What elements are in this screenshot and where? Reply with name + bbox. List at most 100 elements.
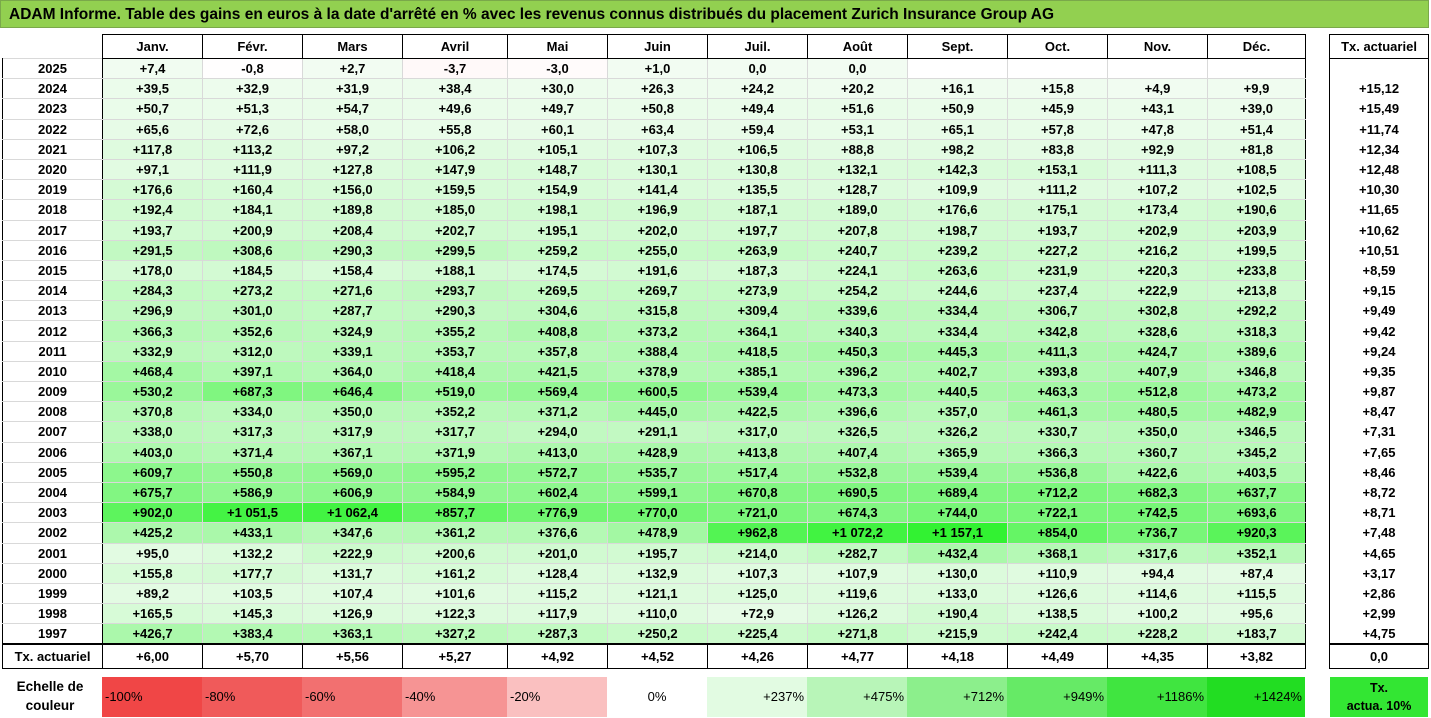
gain-cell: +220,3 bbox=[1107, 259, 1208, 282]
page-title: ADAM Informe. Table des gains en euros à… bbox=[0, 0, 1429, 28]
gain-cell: +353,7 bbox=[402, 340, 508, 362]
month-header: Déc. bbox=[1207, 34, 1306, 59]
actuarial-row: +4,75 bbox=[1329, 623, 1429, 645]
gain-cell: +191,6 bbox=[607, 259, 708, 282]
gain-cell: +156,0 bbox=[302, 179, 403, 201]
gain-cell: +222,9 bbox=[302, 542, 403, 564]
gain-cell: +189,8 bbox=[302, 199, 403, 221]
gain-cell: +45,9 bbox=[1007, 98, 1108, 120]
gain-cell: +539,4 bbox=[907, 461, 1008, 483]
gain-cell: +327,2 bbox=[402, 623, 508, 645]
color-scale-step: -40% bbox=[402, 677, 507, 717]
gain-cell: +158,4 bbox=[302, 259, 403, 282]
gain-cell: +228,2 bbox=[1107, 623, 1208, 645]
gain-cell: +50,7 bbox=[102, 98, 203, 120]
gain-cell: +110,0 bbox=[607, 603, 708, 625]
color-scale-step: +949% bbox=[1007, 677, 1107, 717]
gain-cell: +347,6 bbox=[302, 522, 403, 544]
month-header: Mai bbox=[507, 34, 608, 59]
month-header: Juil. bbox=[707, 34, 808, 59]
gain-cell: +101,6 bbox=[402, 582, 508, 605]
color-scale-step: 0% bbox=[607, 677, 707, 717]
gain-cell: +517,4 bbox=[707, 461, 808, 483]
gain-cell: +339,6 bbox=[807, 300, 908, 322]
actuarial-row: +9,87 bbox=[1329, 381, 1429, 402]
gain-cell: +269,7 bbox=[607, 280, 708, 302]
gain-cell: +49,6 bbox=[402, 98, 508, 120]
month-header: Oct. bbox=[1007, 34, 1108, 59]
gain-cell: +233,8 bbox=[1207, 259, 1306, 282]
gain-cell: +47,8 bbox=[1107, 118, 1208, 140]
gain-cell: +721,0 bbox=[707, 502, 808, 524]
gain-cell: +184,5 bbox=[202, 259, 303, 282]
gain-cell: 0,0 bbox=[807, 57, 908, 80]
gain-cell: +368,1 bbox=[1007, 542, 1108, 564]
gain-cell: +59,4 bbox=[707, 118, 808, 140]
gain-cell: +371,2 bbox=[507, 401, 608, 423]
actuarial-rate-cell: +8,47 bbox=[1329, 401, 1429, 422]
gain-cell: +293,7 bbox=[402, 280, 508, 302]
gain-cell: +110,9 bbox=[1007, 562, 1108, 584]
gain-cell: +271,6 bbox=[302, 280, 403, 302]
actuarial-scale-line1: Tx. bbox=[1369, 681, 1389, 695]
gain-cell: +208,4 bbox=[302, 219, 403, 241]
gain-cell: +318,3 bbox=[1207, 320, 1306, 342]
gain-cell: +32,9 bbox=[202, 78, 303, 100]
gain-cell: +687,3 bbox=[202, 380, 303, 403]
gain-cell: +50,8 bbox=[607, 98, 708, 120]
gain-cell: +130,0 bbox=[907, 562, 1008, 584]
gain-cell: +51,6 bbox=[807, 98, 908, 120]
year-cell: 2001 bbox=[2, 542, 103, 564]
year-cell: 2015 bbox=[2, 259, 103, 282]
color-scale-label-line2: couleur bbox=[25, 698, 75, 713]
gain-cell: +480,5 bbox=[1107, 401, 1208, 423]
actuarial-row: +15,12 bbox=[1329, 78, 1429, 99]
gain-cell: +693,6 bbox=[1207, 502, 1306, 524]
footer-label: Tx. actuariel bbox=[2, 642, 103, 670]
color-scale-step: +1424% bbox=[1207, 677, 1305, 717]
gain-cell: +115,5 bbox=[1207, 582, 1306, 605]
table-row: 2010 +468,4 +397,1 +364,0 +418,4 +421,5 +378,9… bbox=[2, 360, 1306, 383]
gain-cell: +227,2 bbox=[1007, 239, 1108, 261]
gain-cell: +178,0 bbox=[102, 259, 203, 282]
table-row: 2018 +192,4 +184,1 +189,8 +185,0 +198,1 +196,9… bbox=[2, 199, 1306, 221]
gain-cell: +352,2 bbox=[402, 401, 508, 423]
gain-cell: +121,1 bbox=[607, 582, 708, 605]
actuarial-rate-cell: +9,35 bbox=[1329, 361, 1429, 382]
gain-cell: +854,0 bbox=[1007, 522, 1108, 544]
gain-cell: +317,3 bbox=[202, 421, 303, 443]
gain-cell: +407,9 bbox=[1107, 360, 1208, 383]
gain-cell: +396,2 bbox=[807, 360, 908, 383]
gain-cell: +190,6 bbox=[1207, 199, 1306, 221]
gain-cell: +57,8 bbox=[1007, 118, 1108, 140]
gain-cell: +357,8 bbox=[507, 340, 608, 362]
gain-cell: +196,9 bbox=[607, 199, 708, 221]
gain-cell: +478,9 bbox=[607, 522, 708, 544]
gain-cell: +519,0 bbox=[402, 380, 508, 403]
gain-cell: +742,5 bbox=[1107, 502, 1208, 524]
gain-cell: +609,7 bbox=[102, 461, 203, 483]
gain-cell: +132,2 bbox=[202, 542, 303, 564]
year-cell: 2004 bbox=[2, 481, 103, 504]
year-cell: 2020 bbox=[2, 158, 103, 181]
gain-cell: +138,5 bbox=[1007, 603, 1108, 625]
year-cell: 2007 bbox=[2, 421, 103, 443]
gain-cell: +770,0 bbox=[607, 502, 708, 524]
year-cell: 2012 bbox=[2, 320, 103, 342]
gain-cell: +675,7 bbox=[102, 481, 203, 504]
gain-cell: +106,5 bbox=[707, 138, 808, 160]
color-scale-step: -80% bbox=[202, 677, 302, 717]
table-row: 2002 +425,2 +433,1 +347,6 +361,2 +376,6 +478,9… bbox=[2, 522, 1306, 544]
gain-cell: +317,9 bbox=[302, 421, 403, 443]
table-row: 2004 +675,7 +586,9 +606,9 +584,9 +602,4 +599,1… bbox=[2, 481, 1306, 504]
table-row: 2007 +338,0 +317,3 +317,9 +317,7 +294,0 +291,1… bbox=[2, 421, 1306, 443]
year-cell: 2005 bbox=[2, 461, 103, 483]
gain-cell: +58,0 bbox=[302, 118, 403, 140]
gain-cell: +195,7 bbox=[607, 542, 708, 564]
gain-cell: +317,0 bbox=[707, 421, 808, 443]
month-header: Févr. bbox=[202, 34, 303, 59]
table-row: 2025 +7,4 -0,8 +2,7 -3,7 -3,0 +1,0 0,0 0,0 bbox=[2, 57, 1306, 80]
gain-cell: +355,2 bbox=[402, 320, 508, 342]
gain-cell: +102,5 bbox=[1207, 179, 1306, 201]
gain-cell: +128,7 bbox=[807, 179, 908, 201]
